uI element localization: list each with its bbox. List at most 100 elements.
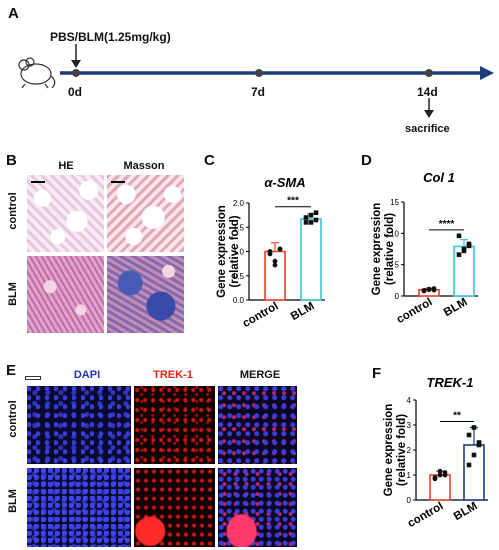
data-point [442, 472, 448, 478]
data-point [313, 210, 319, 215]
dapi-blm-image [27, 468, 131, 547]
panel-label-a: A [8, 5, 19, 22]
category-label: control [395, 296, 435, 326]
data-point [277, 246, 283, 252]
day-7-label: 7d [251, 85, 266, 99]
data-point [272, 258, 278, 264]
y-tick-label: 10 [390, 229, 399, 238]
day-0-label: 0d [68, 85, 83, 99]
data-point [431, 287, 437, 293]
chart-trek1: TREK-1 Gene expression (relative fold) 0 1 2 3… [383, 375, 488, 530]
panel-label-d: D [361, 152, 372, 169]
tick-0d [72, 69, 80, 77]
chart-title: Col 1 [423, 170, 455, 185]
y-tick-label: 2.0 [233, 199, 245, 208]
data-point [267, 251, 273, 257]
merge-header: MERGE [239, 369, 281, 381]
data-point [466, 432, 472, 438]
data-point [308, 212, 314, 218]
data-point [476, 440, 482, 445]
y-axis-label-line: (relative fold) [384, 213, 396, 285]
he-blm-image [27, 256, 104, 333]
y-tick-label: 15 [390, 198, 399, 207]
sacrifice-label: sacrifice [405, 123, 450, 135]
chart-title: TREK-1 [427, 375, 474, 390]
y-tick-label: 5 [395, 261, 400, 270]
panel-label-c: C [204, 152, 215, 169]
he-control-image [27, 175, 104, 252]
category-label: BLM [289, 300, 317, 323]
data-point [476, 442, 482, 448]
y-tick-label: 1.5 [233, 223, 245, 232]
data-point [466, 243, 472, 249]
chart-title: α-SMA [264, 175, 305, 190]
y-tick-label: 2 [407, 446, 412, 455]
panel-label-f: F [372, 365, 382, 382]
y-axis-label-line: Gene expression [216, 205, 228, 298]
category-label: BLM [452, 500, 480, 523]
y-tick-label: 1 [407, 471, 412, 480]
y-tick-label: 3 [407, 421, 412, 430]
category-label: control [241, 300, 281, 330]
e-control-label: control [7, 400, 19, 438]
category-label: BLM [442, 296, 470, 319]
b-blm-label: BLM [7, 282, 19, 306]
data-point [437, 468, 443, 474]
day-14-label: 14d [417, 85, 438, 99]
merge-blm-image [218, 468, 297, 547]
scale-bar-e [25, 376, 41, 380]
y-tick-label: 0.5 [233, 272, 245, 281]
masson-control-image [107, 175, 184, 252]
panel-label-b: B [6, 152, 17, 169]
significance-stars: *** [287, 196, 299, 207]
trek1-header: TREK-1 [153, 369, 193, 381]
trek1-blm-image [134, 468, 215, 547]
data-point [471, 452, 477, 458]
significance-stars: **** [439, 219, 455, 230]
data-point [303, 215, 309, 220]
y-axis-label-line: Gene expression [371, 203, 383, 296]
masson-blm-image [107, 256, 184, 333]
dapi-header: DAPI [73, 369, 101, 381]
data-point [466, 462, 472, 468]
y-axis-label-line: Gene expression [383, 404, 395, 497]
bar-blm [300, 218, 322, 301]
chart-col1: Col 1 Gene expression (relative fold) 0 5 10 1… [371, 170, 478, 326]
y-tick-label: 0 [395, 292, 400, 301]
b-control-label: control [7, 192, 19, 230]
data-point [313, 217, 319, 223]
data-point [303, 220, 309, 225]
data-point [421, 287, 427, 293]
masson-header: Masson [123, 160, 165, 172]
y-tick-label: 1.0 [233, 248, 245, 257]
data-point [471, 425, 477, 430]
y-tick-label: 0 [407, 496, 412, 505]
merge-control-image [218, 386, 297, 464]
data-point [461, 246, 467, 252]
e-blm-label: BLM [7, 489, 19, 513]
data-point [308, 220, 314, 225]
data-point [426, 287, 432, 293]
panel-label-e: E [6, 362, 17, 379]
y-axis-label-line: (relative fold) [396, 414, 408, 486]
dapi-control-image [27, 386, 131, 464]
he-header: HE [58, 160, 74, 172]
trek1-control-image [134, 386, 215, 464]
data-point [272, 262, 278, 268]
treatment-label: PBS/BLM(1.25mg/kg) [50, 30, 171, 44]
category-label: control [406, 500, 446, 530]
y-tick-label: 0.0 [233, 296, 245, 305]
scale-bar-he [31, 181, 45, 183]
data-point [456, 233, 462, 239]
timeline-arrowhead [480, 66, 494, 80]
tick-14d [425, 69, 433, 77]
data-point [432, 476, 438, 482]
scale-bar-masson [111, 181, 125, 183]
bar-control [264, 250, 286, 301]
chart-alpha-sma: α-SMA Gene expression (relative fold) 0.0 0.… [216, 175, 325, 330]
data-point [456, 252, 462, 257]
tick-7d [255, 69, 263, 77]
mouse-icon [18, 57, 56, 89]
timeline-figure [18, 44, 494, 118]
significance-stars: ** [453, 411, 461, 422]
